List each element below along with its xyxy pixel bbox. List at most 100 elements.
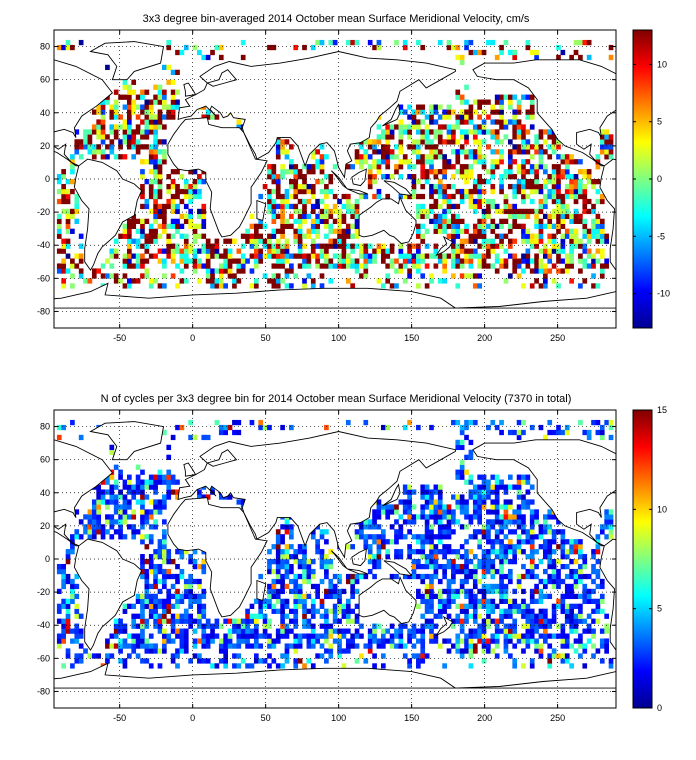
heatmap-cell bbox=[582, 203, 588, 210]
heatmap-cell bbox=[582, 243, 588, 249]
heatmap-cell bbox=[232, 273, 237, 279]
heatmap-cell bbox=[126, 89, 132, 95]
heatmap-cell bbox=[564, 658, 570, 664]
heatmap-cell bbox=[267, 188, 272, 195]
heatmap-cell bbox=[564, 573, 570, 580]
heatmap-cell bbox=[350, 39, 356, 46]
heatmap-cell bbox=[153, 149, 158, 155]
heatmap-cell bbox=[512, 544, 518, 550]
heatmap-cell bbox=[586, 238, 592, 244]
heatmap-cell bbox=[345, 628, 351, 634]
heatmap-cell bbox=[170, 208, 176, 215]
heatmap-cell bbox=[109, 514, 115, 520]
heatmap-cell bbox=[538, 588, 544, 595]
heatmap-cell bbox=[556, 154, 561, 160]
heatmap-cell bbox=[61, 578, 66, 585]
heatmap-cell bbox=[529, 554, 535, 560]
heatmap-cell bbox=[328, 583, 334, 590]
heatmap-cell bbox=[507, 253, 513, 259]
heatmap-cell bbox=[451, 243, 456, 249]
heatmap-cell bbox=[372, 573, 377, 580]
heatmap-cell bbox=[306, 623, 312, 629]
heatmap-cell bbox=[420, 129, 426, 135]
heatmap-cell bbox=[337, 593, 342, 600]
heatmap-cell bbox=[564, 253, 570, 259]
heatmap-cell bbox=[464, 99, 469, 105]
heatmap-cell bbox=[100, 134, 106, 140]
heatmap-cell bbox=[337, 213, 342, 220]
heatmap-cell bbox=[599, 643, 605, 649]
heatmap-cell bbox=[175, 618, 180, 624]
heatmap-cell bbox=[372, 164, 377, 170]
heatmap-cell bbox=[599, 248, 605, 254]
heatmap-cell bbox=[595, 228, 601, 234]
heatmap-cell bbox=[578, 159, 583, 165]
heatmap-cell bbox=[534, 149, 539, 155]
heatmap-cell bbox=[201, 54, 207, 61]
heatmap-cell bbox=[135, 593, 141, 600]
heatmap-cell bbox=[459, 164, 465, 170]
heatmap-cell bbox=[162, 539, 167, 545]
heatmap-cell bbox=[569, 628, 574, 634]
heatmap-cell bbox=[70, 583, 75, 590]
heatmap-cell bbox=[389, 124, 395, 130]
heatmap-cell bbox=[468, 119, 474, 125]
heatmap-cell bbox=[560, 243, 566, 249]
heatmap-cell bbox=[477, 563, 482, 570]
heatmap-cell bbox=[302, 198, 307, 205]
heatmap-cell bbox=[507, 474, 513, 480]
heatmap-cell bbox=[135, 613, 141, 619]
heatmap-cell bbox=[490, 149, 496, 155]
heatmap-cell bbox=[507, 139, 513, 145]
heatmap-cell bbox=[490, 183, 496, 190]
heatmap-cell bbox=[262, 618, 268, 624]
heatmap-cell bbox=[578, 169, 583, 175]
heatmap-cell bbox=[201, 203, 207, 210]
heatmap-cell bbox=[424, 124, 430, 130]
heatmap-cell bbox=[148, 278, 154, 284]
heatmap-cell bbox=[543, 278, 548, 284]
heatmap-cell bbox=[105, 99, 110, 105]
heatmap-cell bbox=[289, 183, 294, 190]
heatmap-cell bbox=[280, 198, 285, 205]
heatmap-cell bbox=[459, 218, 465, 224]
y-tick-label: 0 bbox=[45, 554, 50, 564]
heatmap-cell bbox=[122, 124, 128, 130]
heatmap-cell bbox=[481, 504, 487, 510]
heatmap-cell bbox=[153, 188, 158, 195]
heatmap-cell bbox=[586, 263, 592, 269]
heatmap-cell bbox=[175, 203, 180, 210]
heatmap-cell bbox=[525, 238, 531, 244]
heatmap-cell bbox=[179, 233, 185, 239]
heatmap-cell bbox=[345, 608, 351, 614]
heatmap-cell bbox=[551, 263, 557, 269]
heatmap-cell bbox=[455, 554, 461, 560]
heatmap-cell bbox=[162, 549, 167, 555]
heatmap-cell bbox=[385, 514, 391, 520]
heatmap-cell bbox=[315, 253, 320, 259]
heatmap-cell bbox=[280, 563, 285, 570]
heatmap-cell bbox=[472, 273, 478, 279]
heatmap-cell bbox=[564, 539, 570, 545]
heatmap-cell bbox=[70, 534, 75, 540]
heatmap-cell bbox=[429, 278, 434, 284]
heatmap-cell bbox=[538, 208, 544, 215]
heatmap-cell bbox=[267, 278, 272, 284]
heatmap-cell bbox=[499, 484, 504, 490]
heatmap-cell bbox=[350, 544, 356, 550]
heatmap-cell bbox=[359, 633, 364, 639]
heatmap-cell bbox=[551, 233, 557, 239]
heatmap-cell bbox=[179, 643, 185, 649]
heatmap-cell bbox=[249, 618, 255, 624]
heatmap-cell bbox=[429, 534, 434, 540]
heatmap-cell bbox=[494, 129, 500, 135]
heatmap-cell bbox=[411, 549, 417, 555]
heatmap-cell bbox=[569, 559, 574, 565]
heatmap-cell bbox=[569, 539, 574, 545]
heatmap-cell bbox=[205, 643, 211, 649]
heatmap-cell bbox=[564, 613, 570, 619]
heatmap-cell bbox=[162, 248, 167, 254]
heatmap-cell bbox=[293, 633, 299, 639]
heatmap-cell bbox=[591, 633, 596, 639]
heatmap-cell bbox=[599, 198, 605, 205]
